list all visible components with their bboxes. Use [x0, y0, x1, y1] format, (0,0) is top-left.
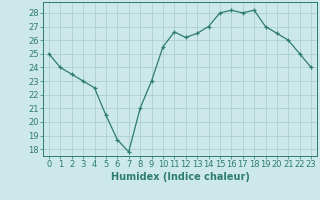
X-axis label: Humidex (Indice chaleur): Humidex (Indice chaleur): [111, 172, 249, 182]
